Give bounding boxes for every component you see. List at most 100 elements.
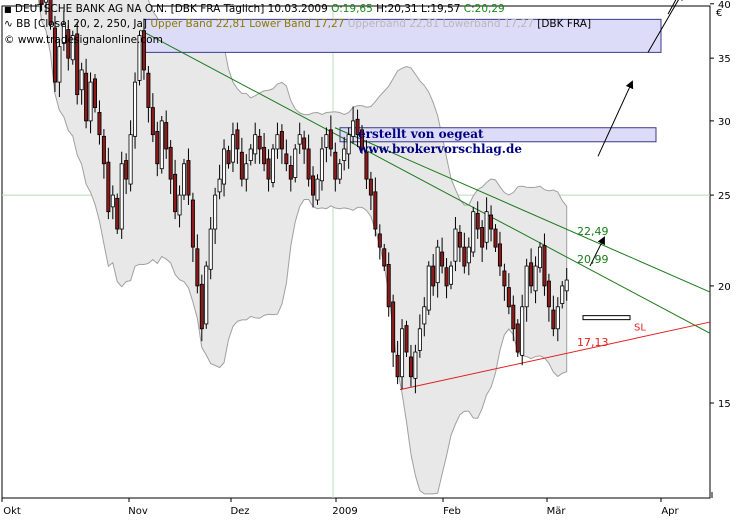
candle-body <box>462 246 467 267</box>
candle-body <box>395 354 400 378</box>
candle-body <box>497 243 502 267</box>
candle-body <box>270 148 275 183</box>
source-text: © www.tradesignalonline.com <box>4 34 163 46</box>
candle-body <box>524 265 529 308</box>
y-tick-label: 30 <box>718 117 731 128</box>
candle-body <box>39 0 44 5</box>
candle-body <box>417 328 422 351</box>
y-tick-label: 40 <box>718 0 731 11</box>
candle-body <box>373 191 378 230</box>
candle-body <box>359 129 364 150</box>
candle-body <box>124 160 129 180</box>
candle-body <box>404 325 409 353</box>
candle-body <box>181 163 186 196</box>
candle-body <box>328 129 333 150</box>
target-arrow <box>597 80 634 157</box>
target-arrow <box>667 0 677 15</box>
candle-body <box>257 135 262 150</box>
candle-body <box>506 287 511 308</box>
candle-body <box>564 279 569 292</box>
candle-body <box>480 227 485 248</box>
indicator-icon: ∿ <box>4 18 13 30</box>
candle-body <box>75 33 80 96</box>
candle-body <box>199 283 204 330</box>
candle-body <box>133 81 138 137</box>
header-line-2: ∿ BB [Close, 20, 2, 250, Ja] Upper Band … <box>4 18 591 30</box>
candle-body <box>311 175 316 196</box>
candle-body <box>226 150 231 165</box>
candle-body <box>84 72 89 122</box>
y-tick-label: 15 <box>718 399 731 410</box>
y-tick-label: 25 <box>718 191 731 202</box>
candle-body <box>213 194 218 230</box>
candle-body <box>422 306 427 325</box>
candle-body <box>61 24 66 44</box>
candle-body <box>457 231 462 248</box>
candle-body <box>279 131 284 150</box>
currency-label: € <box>716 8 722 19</box>
candle-body <box>440 251 445 267</box>
candle-body <box>337 163 342 180</box>
indicator-symbol: [DBK FRA] <box>537 18 592 30</box>
candle-body <box>533 265 538 292</box>
x-tick-label: Okt <box>3 506 21 517</box>
candle-body <box>471 211 476 253</box>
candle-body <box>48 0 53 26</box>
candle-body <box>275 134 280 150</box>
candle-body <box>351 120 356 137</box>
candle-body <box>150 107 155 136</box>
candle-body <box>79 69 84 91</box>
trend-lines <box>139 29 711 391</box>
candle-body <box>164 122 169 150</box>
x-tick-label: Mär <box>547 506 567 517</box>
candle-body <box>346 134 351 155</box>
candle-body <box>235 129 240 150</box>
candle-body <box>377 233 382 248</box>
candle-body <box>435 246 440 284</box>
candle-body <box>44 0 49 3</box>
author-credit: erstellt von oegeat <box>358 127 484 141</box>
candle-body <box>529 262 534 287</box>
symbol-title: DEUTSCHE BANK AG NA O.N. [DBK FRA Täglic… <box>14 3 265 15</box>
quote-open: O:19,65 <box>331 3 373 15</box>
candle-body <box>208 228 213 270</box>
candle-body <box>511 304 516 330</box>
candle-body <box>368 178 373 196</box>
candle-body <box>560 285 565 304</box>
candle-body <box>515 323 520 353</box>
x-tick-label: 2009 <box>332 506 357 517</box>
candle-body <box>466 246 471 264</box>
candle-body <box>546 280 551 308</box>
candle-body <box>297 134 302 145</box>
x-tick-label: Dez <box>230 506 249 517</box>
candle-body <box>222 148 227 185</box>
website-text[interactable]: www.brokervorschlag.de <box>358 142 522 156</box>
quote-high: H:20,31 <box>376 3 418 15</box>
source-credit: © www.tradesignalonline.com <box>4 34 163 46</box>
candle-body <box>386 264 391 308</box>
candle-body <box>70 35 75 61</box>
candle-body <box>57 46 62 83</box>
candle-body <box>319 148 324 182</box>
candle-body <box>293 148 298 178</box>
candle-body <box>413 351 418 379</box>
resistance-zones <box>143 18 662 143</box>
candle-body <box>426 265 431 311</box>
candle-body <box>115 197 120 230</box>
target-arrow <box>589 236 605 267</box>
x-tick-label: Nov <box>128 506 148 517</box>
candle-body <box>168 146 173 180</box>
candle-body <box>137 35 142 81</box>
header-line-1: ■ DEUTSCHE BANK AG NA O.N. [DBK FRA Tägl… <box>4 3 505 15</box>
candle-body <box>128 134 133 185</box>
candle-body <box>190 199 195 248</box>
candle-body <box>93 78 98 108</box>
candle-body <box>101 135 106 165</box>
candle-body <box>106 161 111 213</box>
y-tick-label: 35 <box>718 54 731 65</box>
author-website[interactable]: www.brokervorschlag.de <box>358 142 522 156</box>
